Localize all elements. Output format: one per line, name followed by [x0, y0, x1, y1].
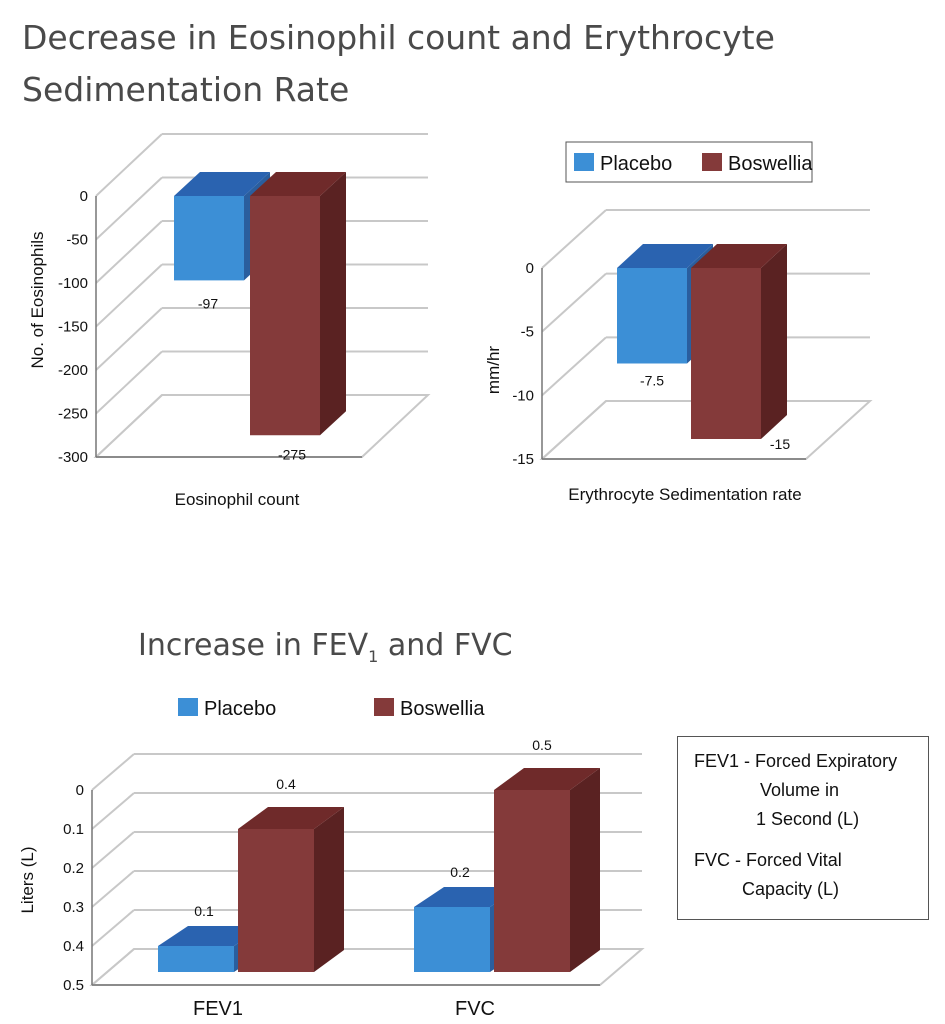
- esr-grid-diagonal: [541, 209, 607, 269]
- fev-data-label-boswellia-fev1: 0.4: [276, 776, 296, 792]
- esr-legend-box: [565, 141, 813, 183]
- esr-bar-boswellia-front: [691, 268, 761, 439]
- eos-grid-diagonal: [95, 220, 163, 284]
- esr-ytick-label: -15: [512, 451, 534, 468]
- fev-bar-placebo-fvc-top: [414, 887, 520, 907]
- fev-bar-placebo-fev1-top: [158, 926, 264, 946]
- fev-grid-diagonal: [91, 909, 135, 947]
- fev-ytick-label: 0.5: [63, 977, 84, 994]
- fev-legend-boswellia-swatch: [374, 698, 394, 716]
- esr-bar-boswellia: [691, 244, 787, 439]
- fev-ytick-label: 0.1: [63, 821, 84, 838]
- esr-bar-placebo-top: [617, 244, 713, 268]
- fev-category-label-fvc: FVC: [455, 998, 495, 1020]
- esr-data-label-boswellia: -15: [770, 436, 790, 452]
- fev-grid-diagonal: [91, 753, 135, 791]
- esr-legend-boswellia-swatch: [702, 153, 722, 171]
- eos-grid-diagonal: [95, 133, 163, 197]
- esr-ytick-label: -5: [521, 324, 534, 341]
- fev-bar-boswellia-fvc-side: [570, 768, 600, 972]
- fev-title-subscript: 1: [368, 647, 379, 666]
- page-title-line-2: Sedimentation Rate: [22, 70, 350, 109]
- eos-bar-placebo-top: [174, 172, 270, 196]
- esr-ytick-label: 0: [526, 260, 534, 277]
- fev-bar-boswellia-fvc-top: [494, 768, 600, 790]
- esr-data-label-placebo: -7.5: [640, 373, 664, 389]
- fev-bar-boswellia-fev1-front: [238, 829, 314, 972]
- fev-bar-boswellia-fev1-top: [238, 807, 344, 829]
- fev-data-label-boswellia-fvc: 0.5: [532, 737, 552, 753]
- eos-bar-boswellia-side: [320, 172, 346, 436]
- eos-grid-diagonal: [95, 263, 163, 328]
- note-line-2: Volume in: [760, 780, 840, 800]
- eos-ytick-label: -200: [58, 362, 88, 379]
- fev-ytick-label: 0.4: [63, 938, 84, 955]
- eos-ytick-label: -50: [66, 232, 88, 249]
- eos-y-axis-title: No. of Eosinophils: [28, 231, 47, 368]
- esr-bar-boswellia-top: [691, 244, 787, 268]
- fev-title-prefix: Increase in FEV: [138, 628, 369, 663]
- eos-ytick-label: -100: [58, 275, 88, 292]
- eos-ytick-label: -150: [58, 319, 88, 336]
- eos-data-label-boswellia: -275: [278, 446, 306, 462]
- esr-y-axis-title: mm/hr: [484, 346, 503, 395]
- fev-ytick-label: 0.3: [63, 899, 84, 916]
- eos-bar-boswellia-top: [250, 172, 346, 196]
- esr-legend-placebo-swatch: [574, 153, 594, 171]
- fev-title-suffix: and FVC: [378, 628, 513, 663]
- esr-legend-placebo-label: Placebo: [600, 153, 672, 175]
- page-title-line-1: Decrease in Eosinophil count and Erythro…: [22, 18, 775, 57]
- eos-bar-placebo-front: [174, 196, 244, 281]
- eos-ytick-label: -300: [58, 449, 88, 466]
- esr-grid-diagonal: [541, 272, 607, 333]
- fev-y-axis-title: Liters (L): [18, 846, 37, 913]
- fev-bar-boswellia-fev1-side: [314, 807, 344, 972]
- fev-legend-placebo-label: Placebo: [204, 698, 276, 720]
- eos-x-axis-title: Eosinophil count: [175, 490, 300, 509]
- fev-grid-diagonal: [91, 792, 135, 830]
- fev-bar-placebo-fev1-front: [158, 946, 234, 972]
- eos-grid-diagonal: [95, 350, 163, 415]
- note-line-5: Capacity (L): [742, 879, 840, 899]
- esr-ytick-label: -10: [512, 387, 534, 404]
- fev-bar-boswellia-fvc-front: [494, 790, 570, 972]
- fev-legend-boswellia-label: Boswellia: [400, 698, 485, 720]
- fev-bar-boswellia-fvc: [494, 768, 600, 972]
- eos-bar-boswellia-front: [250, 196, 320, 436]
- fev-fvc-chart-title: Increase in FEV1 and FVC: [138, 628, 513, 666]
- abbreviation-note-box: FEV1 - Forced Expiratory Volume in 1 Sec…: [677, 736, 929, 920]
- fev-bar-boswellia-fev1: [238, 807, 344, 972]
- eos-bar-boswellia: [250, 172, 346, 436]
- fev-grid-diagonal: [91, 831, 135, 869]
- esr-x-axis-title: Erythrocyte Sedimentation rate: [568, 485, 801, 504]
- eos-ytick-label: 0: [80, 188, 88, 205]
- fev-data-label-placebo-fvc: 0.2: [450, 864, 470, 880]
- eos-data-label-placebo: -97: [198, 295, 218, 311]
- note-line-4: FVC - Forced Vital: [694, 850, 842, 870]
- note-line-3: 1 Second (L): [756, 809, 860, 829]
- esr-grid-diagonal: [541, 336, 607, 397]
- esr-legend-boswellia-label: Boswellia: [728, 153, 813, 175]
- fev-bar-placebo-fev1: [158, 926, 264, 972]
- fev-grid-diagonal: [91, 870, 135, 908]
- fev-ytick-label: 0.2: [63, 860, 84, 877]
- esr-bar-placebo-front: [617, 268, 687, 364]
- eos-ytick-label: -250: [58, 406, 88, 423]
- eos-grid-diagonal: [95, 176, 163, 241]
- fev-ytick-label: 0: [76, 782, 84, 799]
- fev-data-label-placebo-fev1: 0.1: [194, 903, 214, 919]
- esr-bar-boswellia-side: [761, 244, 787, 439]
- fev-legend-placebo-swatch: [178, 698, 198, 716]
- fev-bar-placebo-fvc-front: [414, 907, 490, 972]
- eos-grid-diagonal: [95, 307, 163, 371]
- note-line-1: FEV1 - Forced Expiratory: [694, 751, 898, 771]
- fev-category-label-fev1: FEV1: [193, 998, 243, 1020]
